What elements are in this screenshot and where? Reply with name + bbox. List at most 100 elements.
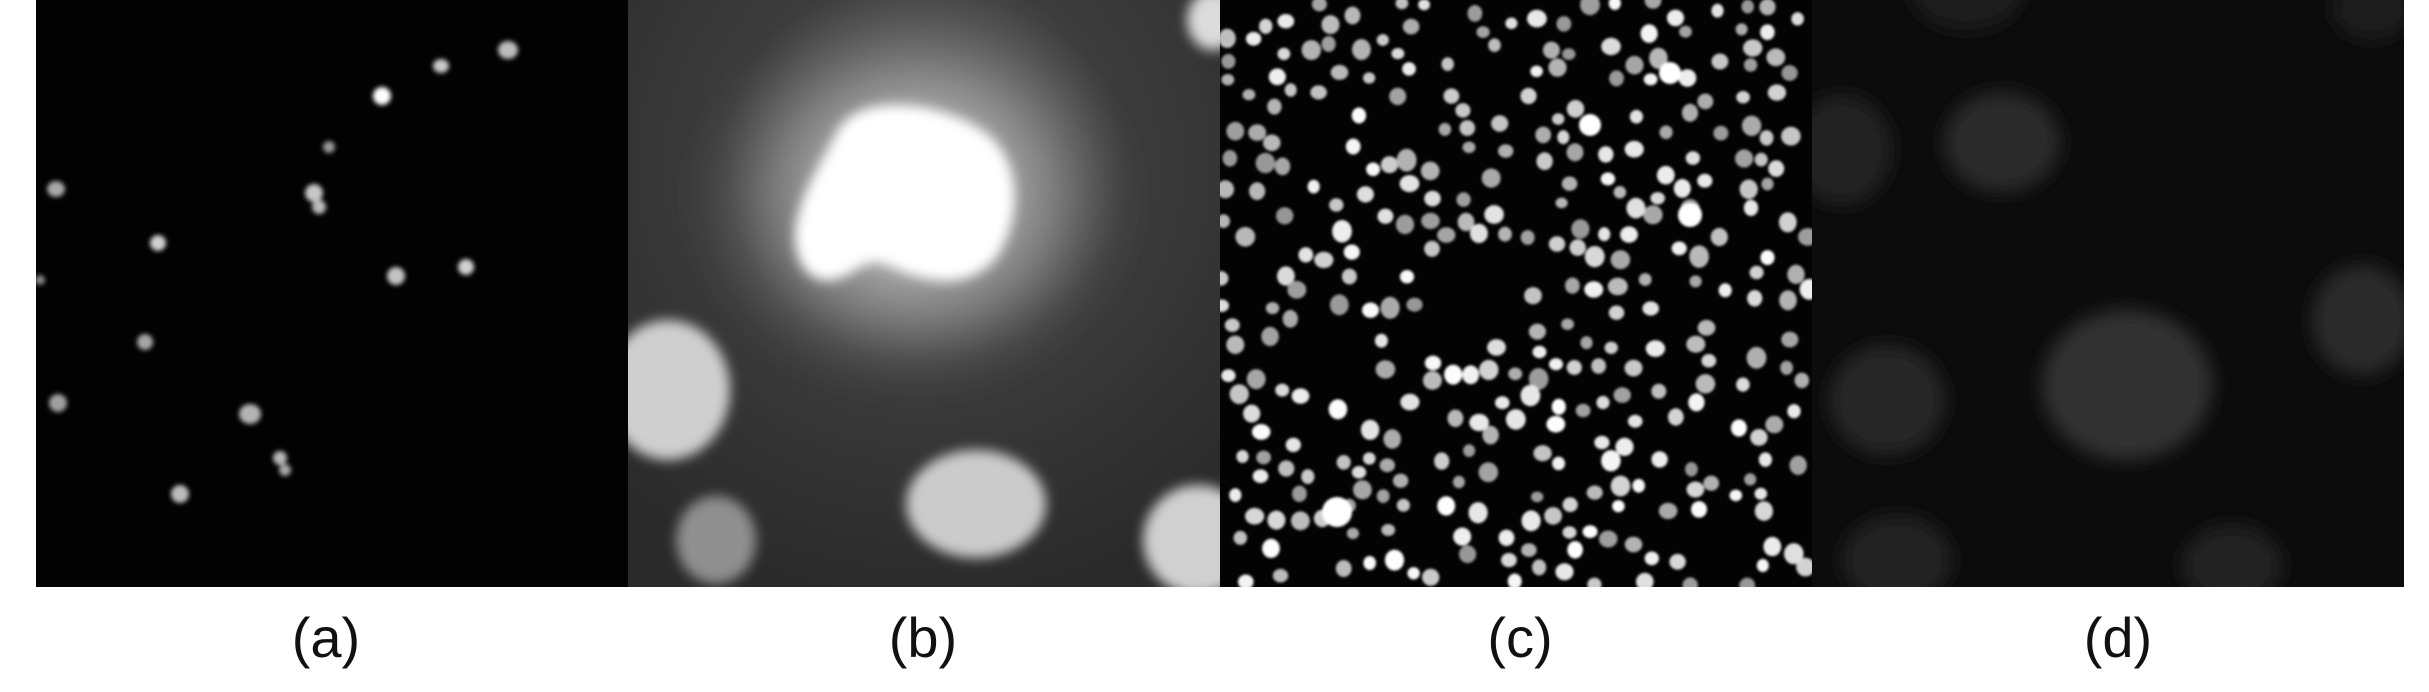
nucleus [1584, 246, 1605, 268]
nucleus [1536, 152, 1553, 171]
nucleus [1627, 414, 1643, 428]
nucleus [1487, 339, 1506, 356]
nucleus [1794, 372, 1810, 389]
nucleus [1542, 41, 1560, 59]
nucleus [1447, 409, 1464, 428]
nucleus [1291, 388, 1310, 404]
nucleus [1277, 14, 1295, 29]
nucleus [1659, 62, 1681, 84]
nucleus [1829, 345, 1945, 455]
nucleus [1596, 395, 1610, 410]
nucleus [1360, 419, 1380, 440]
nucleus [1229, 384, 1249, 404]
nucleus [1482, 425, 1499, 445]
panel-b-image [628, 0, 1220, 587]
nucleus [1566, 99, 1585, 118]
nucleus [1781, 65, 1798, 81]
nucleus [1459, 545, 1477, 564]
nucleus [1640, 24, 1658, 43]
nucleus [1743, 39, 1763, 57]
nucleus [1187, 0, 1220, 50]
nucleus [458, 259, 474, 275]
nucleus [1530, 65, 1543, 78]
nucleus [1407, 567, 1420, 580]
nucleus [1610, 250, 1631, 270]
nucleus [273, 451, 287, 465]
nucleus [1418, 0, 1431, 11]
nucleus [1760, 24, 1775, 40]
nucleus [1479, 359, 1499, 380]
nucleus [1746, 346, 1767, 369]
nucleus [1697, 319, 1716, 336]
nucleus [1784, 543, 1804, 565]
nucleus [1520, 230, 1535, 245]
nucleus [1651, 383, 1667, 399]
nucleus [1686, 335, 1706, 353]
nucleus [1685, 151, 1701, 165]
nucleus [1220, 214, 1230, 228]
nucleus [1701, 354, 1717, 368]
nucleus [1498, 144, 1514, 158]
nucleus [1685, 462, 1698, 477]
nucleus [1274, 157, 1291, 176]
nucleus [1242, 89, 1256, 101]
nucleus [1697, 93, 1714, 110]
nucleus [1221, 54, 1236, 69]
nucleus [1644, 0, 1662, 9]
nucleus [1352, 39, 1371, 60]
nucleus [1395, 0, 1409, 10]
nucleus [1535, 126, 1552, 144]
nucleus [150, 235, 166, 251]
nucleus [1495, 396, 1510, 410]
nucleus [1743, 58, 1758, 72]
nucleus [1459, 120, 1476, 136]
nucleus [1532, 559, 1547, 576]
nucleus [1549, 358, 1563, 371]
nucleus [1754, 487, 1768, 500]
nucleus [1532, 345, 1547, 359]
nucleus [1789, 455, 1807, 475]
nucleus [1341, 268, 1357, 285]
nucleus [1363, 452, 1376, 465]
nucleus [1291, 511, 1310, 531]
nucleus [1353, 480, 1372, 500]
nucleus [1498, 226, 1512, 242]
nucleus [1557, 130, 1570, 145]
nucleus [1345, 138, 1361, 155]
nucleus [1251, 424, 1271, 440]
nucleus [1307, 179, 1320, 194]
nucleus [1245, 507, 1265, 525]
nucleus [1375, 360, 1396, 379]
nucleus [1649, 47, 1668, 69]
nucleus [1638, 273, 1652, 286]
nucleus [1555, 197, 1568, 209]
nucleus [1761, 177, 1774, 191]
nucleus [1220, 180, 1235, 199]
nucleus [1384, 549, 1405, 571]
nucleus [1555, 563, 1574, 581]
nucleus [1220, 28, 1236, 48]
nucleus [1600, 172, 1616, 186]
nucleus [1520, 87, 1537, 105]
nucleus [1561, 176, 1578, 191]
nucleus [1566, 143, 1584, 162]
nucleus [1569, 239, 1586, 256]
nucleus [498, 41, 518, 59]
nucleus [1421, 212, 1440, 230]
nucleus [1624, 359, 1643, 377]
nucleus [1612, 500, 1625, 513]
nucleus [1778, 212, 1797, 233]
nucleus [1645, 340, 1666, 357]
nucleus [1758, 452, 1772, 467]
nucleus [1468, 502, 1488, 524]
nucleus [1759, 0, 1776, 16]
nucleus [1551, 398, 1566, 415]
nucleus [373, 87, 391, 105]
nucleus [1587, 577, 1602, 587]
nucleus [1749, 265, 1764, 280]
nucleus [1528, 368, 1549, 390]
nucleus [1267, 510, 1286, 530]
nucleus [1613, 186, 1627, 199]
nucleus [1912, 0, 2022, 30]
nucleus [1695, 374, 1716, 394]
